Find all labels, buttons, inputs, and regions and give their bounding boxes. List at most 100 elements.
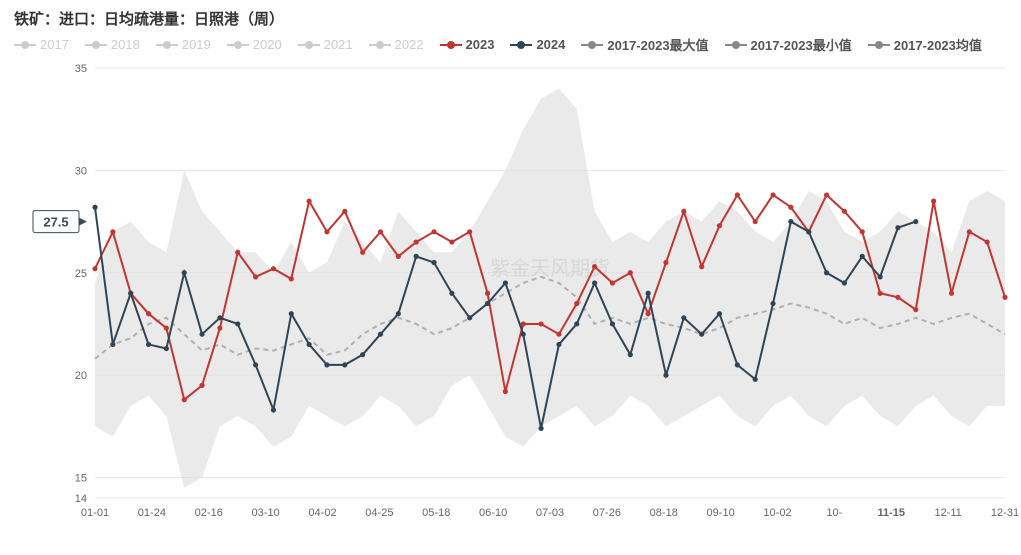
chart-title: 铁矿：进口：日均疏港量：日照港（周） — [0, 0, 1021, 35]
series-2023-point — [503, 389, 508, 394]
series-2024-point — [289, 311, 294, 316]
series-2023-point — [574, 301, 579, 306]
series-2023-point — [538, 321, 543, 326]
series-2023-point — [628, 270, 633, 275]
legend-label: 2023 — [466, 37, 495, 52]
series-2023-point — [735, 192, 740, 197]
x-tick-label: 08-18 — [650, 507, 678, 519]
x-tick-label: 10- — [826, 507, 842, 519]
x-tick-label: 06-10 — [479, 507, 507, 519]
series-2023-point — [895, 295, 900, 300]
legend-item-6[interactable]: 2023 — [440, 37, 495, 52]
range-band — [95, 88, 1005, 487]
series-2023-point — [521, 321, 526, 326]
x-tick-label: 07-26 — [593, 507, 621, 519]
series-2024-point — [217, 315, 222, 320]
series-2023-point — [985, 239, 990, 244]
series-2024-point — [877, 274, 882, 279]
legend-marker-icon — [156, 39, 178, 51]
series-2023-point — [646, 311, 651, 316]
svg-text:35: 35 — [75, 63, 87, 75]
series-2024-point — [610, 321, 615, 326]
legend: 2017 2018 2019 2020 2021 2022 2023 2024 2017-202… — [0, 35, 1021, 58]
series-2024-point — [824, 270, 829, 275]
series-2024-point — [396, 311, 401, 316]
series-2024-point — [324, 362, 329, 367]
series-2024-point — [788, 219, 793, 224]
legend-label: 2017-2023均值 — [894, 35, 982, 54]
series-2024-point — [110, 342, 115, 347]
series-2024-point — [842, 280, 847, 285]
legend-item-0[interactable]: 2017 — [14, 37, 69, 52]
series-2023-point — [92, 266, 97, 271]
series-2023-point — [342, 209, 347, 214]
series-2024-point — [628, 352, 633, 357]
series-2024-point — [199, 332, 204, 337]
series-2024-point — [307, 342, 312, 347]
legend-marker-icon — [581, 39, 603, 51]
series-2024-point — [360, 352, 365, 357]
series-2023-point — [289, 276, 294, 281]
series-2023-point — [307, 198, 312, 203]
legend-item-1[interactable]: 2018 — [85, 37, 140, 52]
series-2024-point — [574, 321, 579, 326]
legend-marker-icon — [440, 39, 462, 51]
chart-area: 141520253035紫金天风期货01-0101-2402-1603-1004… — [0, 58, 1021, 528]
series-2023-point — [485, 291, 490, 296]
series-2024-point — [485, 301, 490, 306]
legend-item-9[interactable]: 2017-2023最小值 — [725, 35, 852, 54]
legend-marker-icon — [369, 39, 391, 51]
legend-item-5[interactable]: 2022 — [369, 37, 424, 52]
series-2024-point — [503, 280, 508, 285]
series-2023-point — [253, 274, 258, 279]
series-2023-point — [467, 229, 472, 234]
series-2023-point — [378, 229, 383, 234]
legend-label: 2017-2023最大值 — [607, 35, 708, 54]
series-2024-point — [699, 332, 704, 337]
legend-marker-icon — [510, 39, 532, 51]
series-2023-point — [146, 311, 151, 316]
legend-item-10[interactable]: 2017-2023均值 — [868, 35, 982, 54]
series-2023-point — [164, 325, 169, 330]
callout-value: 27.5 — [43, 215, 68, 230]
series-2023-point — [1002, 295, 1007, 300]
legend-item-7[interactable]: 2024 — [510, 37, 565, 52]
legend-marker-icon — [14, 39, 36, 51]
series-2024-point — [235, 321, 240, 326]
svg-text:20: 20 — [75, 370, 87, 382]
series-2024-point — [342, 362, 347, 367]
series-2024-point — [717, 311, 722, 316]
watermark: 紫金天风期货 — [490, 257, 610, 280]
x-tick-label: 07-03 — [536, 507, 564, 519]
series-2023-point — [770, 192, 775, 197]
x-tick-label: 01-24 — [138, 507, 166, 519]
legend-label: 2017-2023最小值 — [751, 35, 852, 54]
series-2024-point — [182, 270, 187, 275]
legend-label: 2017 — [40, 37, 69, 52]
series-2023-point — [182, 397, 187, 402]
legend-item-2[interactable]: 2019 — [156, 37, 211, 52]
series-2023-point — [949, 291, 954, 296]
svg-text:14: 14 — [75, 493, 87, 505]
series-2023-point — [271, 266, 276, 271]
legend-item-4[interactable]: 2021 — [298, 37, 353, 52]
series-2023-point — [967, 229, 972, 234]
series-2023-point — [414, 239, 419, 244]
legend-marker-icon — [298, 39, 320, 51]
legend-item-8[interactable]: 2017-2023最大值 — [581, 35, 708, 54]
series-2023-point — [360, 250, 365, 255]
legend-item-3[interactable]: 2020 — [227, 37, 282, 52]
series-2023-point — [592, 264, 597, 269]
series-2023-point — [788, 205, 793, 210]
x-tick-label: 01-01 — [81, 507, 109, 519]
series-2024-point — [378, 332, 383, 337]
series-2024-point — [128, 291, 133, 296]
series-2024-point — [913, 219, 918, 224]
svg-text:25: 25 — [75, 268, 87, 280]
series-2023-point — [681, 209, 686, 214]
x-tick-label: 04-25 — [365, 507, 393, 519]
svg-text:30: 30 — [75, 165, 87, 177]
series-2024-point — [646, 291, 651, 296]
series-2023-point — [324, 229, 329, 234]
x-tick-label: 09-10 — [707, 507, 735, 519]
